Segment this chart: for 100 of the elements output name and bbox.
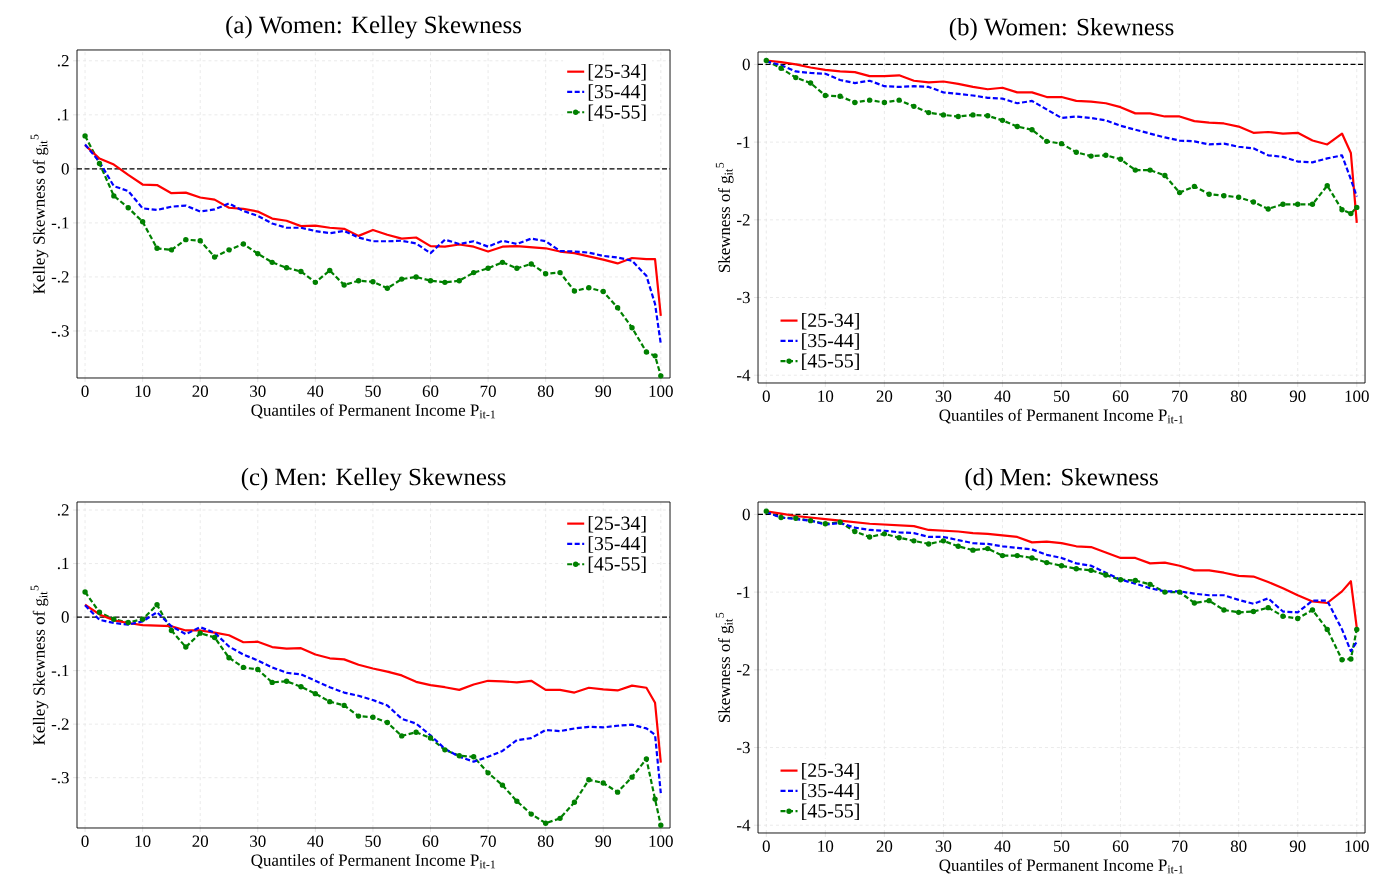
y-tick-label: .1 xyxy=(57,109,69,121)
point xyxy=(312,279,319,286)
x-tick-label: 50 xyxy=(1054,840,1070,852)
x-tick-label: 0 xyxy=(81,385,89,397)
point xyxy=(341,282,347,288)
point xyxy=(1354,626,1360,633)
x-tick-label: 90 xyxy=(1289,840,1306,852)
x-axis-title: Quantiles of Permanent Income P$_{it-1}$ xyxy=(939,408,1184,424)
point xyxy=(652,353,658,359)
point xyxy=(298,268,304,275)
line-series xyxy=(83,604,662,795)
point xyxy=(226,655,232,661)
point xyxy=(168,247,175,253)
point xyxy=(399,276,405,282)
point xyxy=(970,112,976,118)
point xyxy=(1103,572,1109,578)
point xyxy=(399,733,405,739)
point xyxy=(211,634,218,641)
point xyxy=(1044,559,1050,566)
point xyxy=(571,799,578,805)
point xyxy=(999,552,1006,559)
point xyxy=(896,535,902,541)
point xyxy=(1250,199,1257,205)
x-tick-label: 40 xyxy=(307,385,324,397)
x-axis-title: Quantiles of Permanent Income P$_{it-1}$ xyxy=(939,858,1184,874)
x-tick-label: 40 xyxy=(307,835,324,847)
point xyxy=(1088,153,1094,159)
point xyxy=(456,278,462,284)
point xyxy=(269,259,275,266)
y-tick-label: 0 xyxy=(742,58,750,71)
point xyxy=(240,664,247,671)
point xyxy=(866,534,873,540)
point xyxy=(652,796,658,802)
x-axis-title: Quantiles of Permanent Income P$_{it-1}$ xyxy=(251,853,496,869)
y-tick-label: 0 xyxy=(742,508,750,521)
x-tick-label: 60 xyxy=(1112,840,1129,852)
point xyxy=(111,193,117,199)
x-axis-title: Quantiles of Permanent Income P$_{it-1}$ xyxy=(251,403,496,419)
point xyxy=(1221,193,1227,199)
y-tick-label: -2 xyxy=(737,664,750,676)
point xyxy=(384,719,391,726)
point xyxy=(183,236,189,243)
x-tick-label: 30 xyxy=(935,840,952,852)
y-axis-title: Skewness of g$_{it}$5 xyxy=(715,612,734,723)
point xyxy=(822,521,829,527)
point xyxy=(778,65,784,71)
x-tick-label: 80 xyxy=(1230,390,1247,402)
point xyxy=(514,265,520,271)
point xyxy=(1176,589,1183,595)
point xyxy=(139,219,146,225)
point xyxy=(442,747,448,753)
point xyxy=(940,538,947,544)
point xyxy=(139,616,146,622)
point xyxy=(896,97,902,103)
x-tick-label: 50 xyxy=(1054,390,1070,402)
x-tick-label: 100 xyxy=(649,835,673,847)
point xyxy=(1295,201,1301,207)
point xyxy=(999,117,1006,124)
legend-label: [45-55] xyxy=(802,803,859,821)
legend-label: [45-55] xyxy=(588,104,646,122)
point xyxy=(1280,613,1286,619)
point xyxy=(1014,123,1020,130)
point xyxy=(125,205,131,211)
legend-label: [35-44] xyxy=(588,84,646,101)
point xyxy=(211,254,218,260)
legend-label: [25-34] xyxy=(802,312,859,330)
x-tick-label: 0 xyxy=(762,840,770,852)
x-tick-label: 70 xyxy=(1172,390,1188,402)
point xyxy=(82,133,88,139)
x-tick-label: 80 xyxy=(537,835,554,847)
point xyxy=(1206,191,1212,197)
point xyxy=(1176,189,1183,196)
point xyxy=(1250,608,1257,615)
point xyxy=(1339,657,1345,663)
point xyxy=(925,541,932,547)
point xyxy=(1132,167,1139,173)
point xyxy=(384,285,391,291)
point xyxy=(1354,204,1360,211)
point xyxy=(283,678,290,685)
point xyxy=(1103,152,1109,159)
point xyxy=(370,714,376,720)
point xyxy=(413,729,419,735)
point xyxy=(542,271,549,277)
point xyxy=(514,798,520,804)
point xyxy=(283,265,290,271)
x-tick-label: 60 xyxy=(422,385,439,397)
point xyxy=(940,112,947,118)
point xyxy=(881,531,888,537)
point xyxy=(1235,194,1242,200)
x-tick-label: 20 xyxy=(192,385,209,397)
point xyxy=(1088,567,1094,574)
point xyxy=(1058,563,1065,569)
point xyxy=(1265,604,1271,611)
point xyxy=(197,238,203,244)
y-axis-title: Kelley Skewness of g$_{it}$5 xyxy=(30,134,49,294)
point xyxy=(255,251,261,257)
y-tick-label: -.3 xyxy=(51,325,69,337)
point xyxy=(154,602,160,608)
legend-label: [25-34] xyxy=(588,515,646,533)
point xyxy=(1309,201,1316,207)
